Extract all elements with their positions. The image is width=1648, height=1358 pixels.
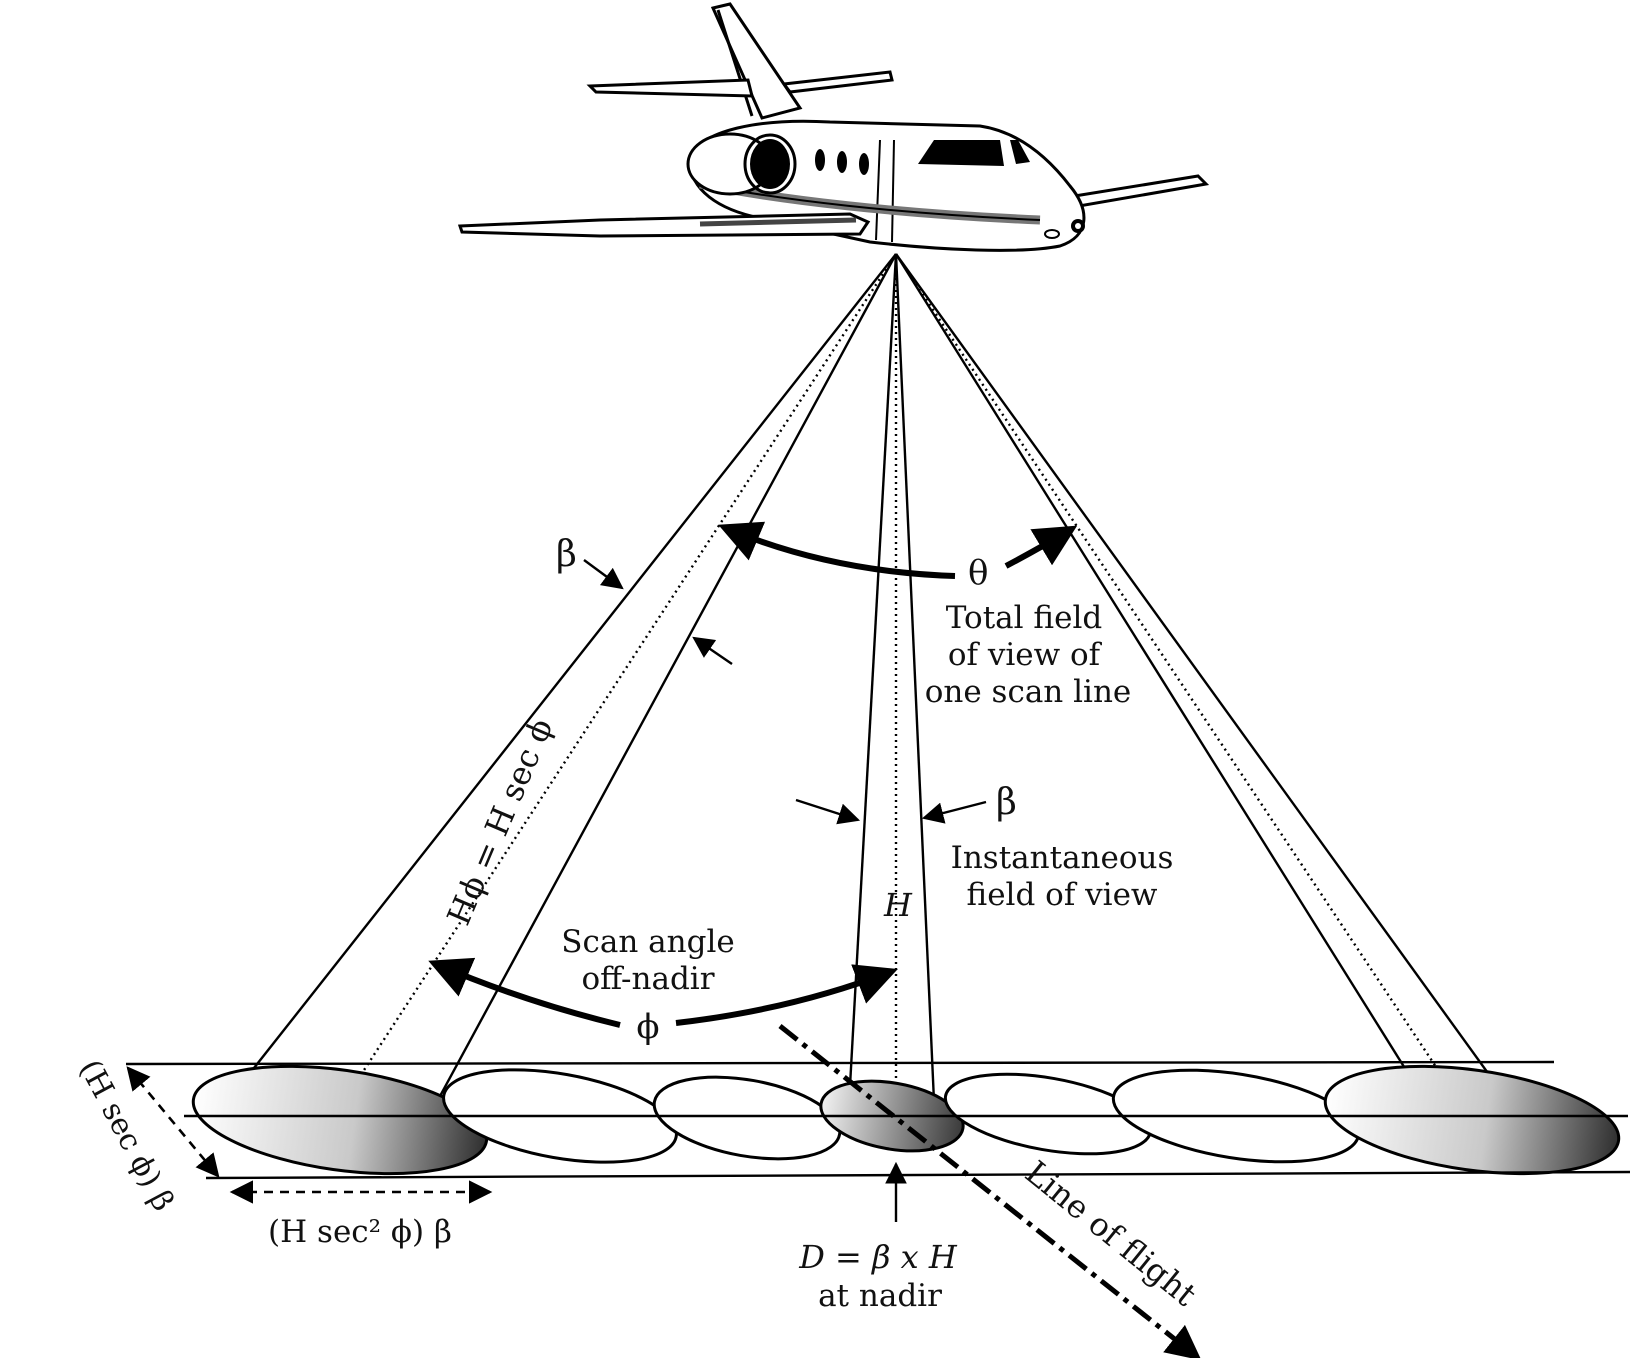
cabin-window <box>859 153 869 175</box>
scan-angle-line-1: Scan angle <box>561 924 734 960</box>
ifov-line-2: field of view <box>967 877 1158 913</box>
theta-arc-right <box>1004 525 1078 569</box>
footprint-far-right <box>1323 1064 1621 1176</box>
right-stabilizer <box>781 70 894 94</box>
ground-swath <box>125 1060 1631 1180</box>
nadir-note: at nadir <box>818 1278 942 1314</box>
left-slant-range <box>336 253 898 1112</box>
engine-intake <box>750 139 790 189</box>
nadir-ifov-edge-left <box>848 253 898 1087</box>
h-phi-label: Hϕ = H sec ϕ <box>439 713 560 931</box>
total-fov-line-3: one scan line <box>925 674 1132 710</box>
cockpit-window <box>918 140 1004 166</box>
beta-pointer-left-inner <box>692 636 733 665</box>
left-stabilizer <box>586 78 754 98</box>
swath-edge-top <box>125 1060 1555 1066</box>
theta-arc-left <box>718 521 956 579</box>
nadir-ifov-edge-right <box>894 253 938 1147</box>
scan-geometry <box>253 253 1559 1171</box>
left-ifov-edge-outer <box>253 253 897 1069</box>
beta-label-left: β <box>556 534 577 575</box>
line-of-flight-arrow <box>778 1024 1202 1358</box>
phi-label: ϕ <box>636 1007 659 1047</box>
near-wing <box>457 212 871 238</box>
cabin-window <box>837 151 847 173</box>
right-slant-range <box>895 253 1468 1114</box>
total-fov-line-2: of view of <box>948 637 1103 673</box>
tail-fin <box>710 2 803 120</box>
annotations <box>126 521 1078 1222</box>
beta-label-right: β <box>996 782 1017 823</box>
phi-arc-left <box>428 957 621 1028</box>
text-labels: β θ Total field of view of one scan line… <box>72 534 1204 1314</box>
beta-pointer-nadir-left <box>795 798 861 825</box>
nadir-equation: D = β x H <box>798 1238 958 1276</box>
cabin-window <box>815 149 825 171</box>
swath-edge-bottom <box>205 1170 1631 1180</box>
scan-angle-line-2: off-nadir <box>581 961 714 997</box>
side-dimension-label: (H sec ϕ) β <box>72 1054 181 1217</box>
right-ifov-edge-outer <box>895 253 1559 1171</box>
total-fov-line-1: Total field <box>946 600 1102 636</box>
ifov-line-1: Instantaneous <box>951 840 1174 876</box>
bottom-dimension-label: (H sec² ϕ) β <box>268 1214 452 1250</box>
beta-pointer-left <box>583 559 624 590</box>
beta-pointer-nadir-right <box>921 800 987 824</box>
side-dimension-arrow <box>126 1066 220 1178</box>
theta-label: θ <box>968 553 988 593</box>
left-ifov-edge-inner <box>398 253 898 1171</box>
aircraft <box>457 2 1210 252</box>
phi-arc-right <box>675 964 898 1026</box>
right-ifov-edge-inner <box>894 253 1408 1071</box>
altitude-label: H <box>883 886 913 924</box>
footprint-far-left <box>191 1064 489 1176</box>
footprint <box>652 1075 842 1161</box>
